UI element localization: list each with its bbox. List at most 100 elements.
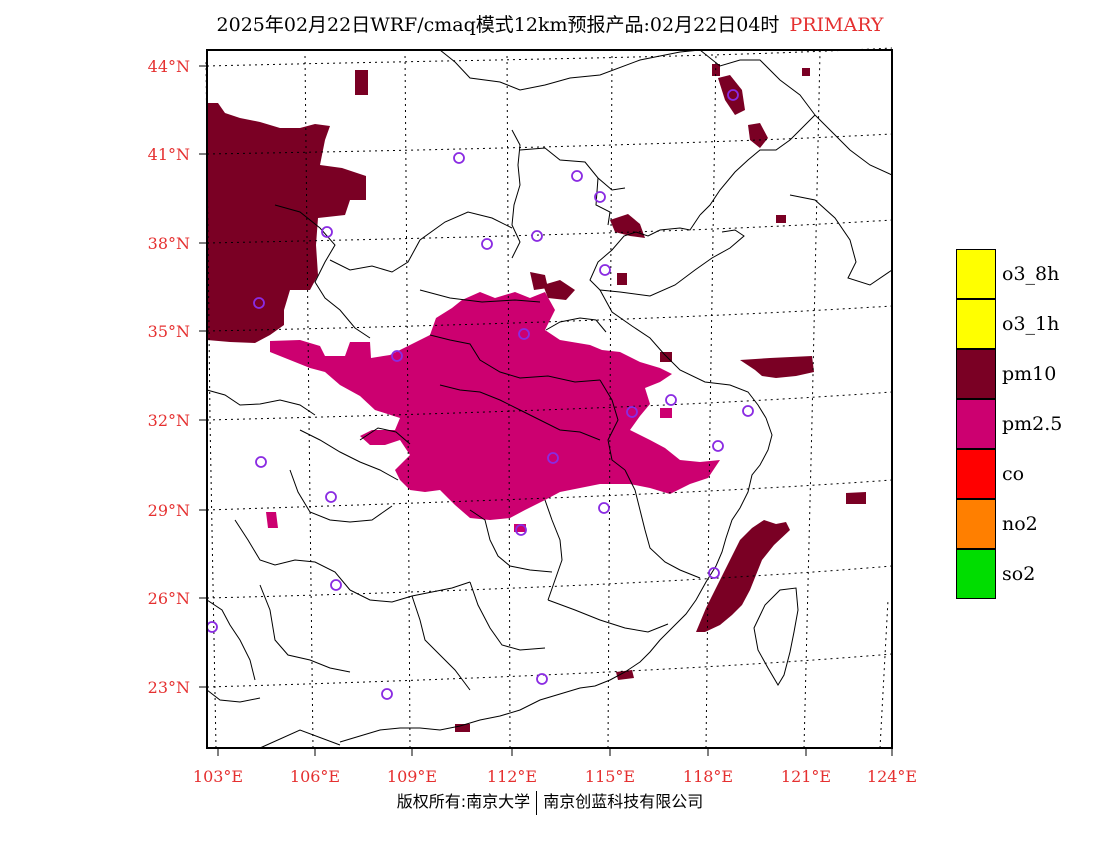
station-marker (665, 394, 677, 406)
pm10-area (748, 123, 768, 148)
boundary-line (429, 334, 601, 383)
copyright-left: 版权所有:南京大学 (396, 792, 531, 811)
pm10-area (776, 215, 786, 223)
pm10-area (802, 68, 810, 76)
legend-label: pm2.5 (1002, 413, 1063, 435)
station-marker (547, 452, 559, 464)
pm25-area (266, 512, 278, 528)
station-marker (515, 524, 527, 536)
boundary-line (206, 689, 261, 703)
lon-label: 121°E (781, 767, 831, 786)
boundary-line (329, 211, 513, 273)
boundary-line (699, 114, 816, 216)
boundary-line (234, 519, 351, 591)
boundary-line (699, 49, 816, 116)
station-marker (381, 688, 393, 700)
pm10-area (617, 273, 627, 285)
legend-label: no2 (1002, 513, 1038, 535)
lat-label: 38°N (148, 234, 190, 253)
pm10-area (696, 520, 790, 632)
station-marker (531, 230, 543, 242)
lon-label: 103°E (193, 767, 243, 786)
meridian-line (705, 51, 717, 749)
parallel-line (206, 133, 893, 155)
boundary-line (511, 129, 521, 259)
legend-label: so2 (1002, 563, 1036, 585)
lat-label: 23°N (148, 678, 190, 697)
legend-swatch (956, 449, 996, 499)
parallel-line (206, 305, 893, 332)
station-marker (481, 238, 493, 250)
pm10-area (543, 280, 575, 300)
lon-label: 124°E (867, 767, 917, 786)
station-marker (599, 264, 611, 276)
station-marker (536, 673, 548, 685)
boundary-line (753, 587, 799, 686)
meridian-line (506, 51, 511, 749)
meridian-line (803, 51, 821, 749)
station-marker (518, 328, 530, 340)
pm10-area (207, 103, 366, 343)
legend-item-co: co (956, 449, 1096, 499)
boundary-line (595, 177, 611, 226)
boundary-line (624, 469, 701, 579)
station-marker (255, 456, 267, 468)
lat-label: 29°N (148, 501, 190, 520)
pm10-area (846, 492, 866, 504)
lat-label: 41°N (148, 145, 190, 164)
primary-tag: PRIMARY (789, 14, 884, 36)
lon-label: 109°E (387, 767, 437, 786)
station-marker (253, 297, 265, 309)
parallel-line (206, 47, 893, 67)
legend-item-pm10: pm10 (956, 349, 1096, 399)
boundary-line (439, 384, 601, 441)
legend-item-no2: no2 (956, 499, 1096, 549)
boundary-line (206, 599, 256, 681)
pm10-area (530, 272, 548, 290)
legend-swatch (956, 549, 996, 599)
legend-item-pm25: pm2.5 (956, 399, 1096, 449)
pm25-area (660, 408, 672, 418)
station-marker (325, 491, 337, 503)
pm25-area (270, 292, 720, 520)
boundary-line (814, 114, 893, 176)
legend-item-o3-1h: o3_1h (956, 299, 1096, 349)
map-frame (206, 49, 893, 749)
meridian-line (607, 51, 613, 749)
parallel-line (206, 565, 893, 599)
pm10-area (718, 75, 745, 115)
boundary-line (359, 427, 411, 445)
copyright-footer: 版权所有:南京大学 南京创蓝科技有限公司 (0, 788, 1100, 815)
station-marker (708, 567, 720, 579)
parallel-line (206, 391, 893, 421)
boundary-line (259, 584, 351, 673)
boundary-line (599, 379, 626, 471)
lon-label: 118°E (683, 767, 733, 786)
title-text: 2025年02月22日WRF/cmaq模式12km预报产品:02月22日04时 (216, 14, 780, 36)
lat-label: 26°N (148, 589, 190, 608)
meridian-line (205, 59, 217, 749)
legend-swatch (956, 249, 996, 299)
boundary-line (349, 581, 471, 603)
station-marker (206, 621, 218, 633)
boundary-line (547, 599, 669, 633)
boundary-line (411, 595, 471, 691)
boundary-line (259, 729, 341, 749)
legend-swatch (956, 349, 996, 399)
lon-label: 106°E (290, 767, 340, 786)
station-marker (594, 191, 606, 203)
parallel-line (206, 479, 893, 511)
legend-label: o3_1h (1002, 313, 1060, 335)
legend-swatch (956, 299, 996, 349)
boundary-line (519, 147, 626, 191)
station-marker (712, 440, 724, 452)
meridian-line (304, 54, 314, 749)
chart-title: 2025年02月22日WRF/cmaq模式12km预报产品:02月22日04时 P… (0, 10, 1100, 37)
meridian-line (879, 599, 889, 749)
lon-label: 115°E (585, 767, 635, 786)
station-marker (727, 89, 739, 101)
station-marker (321, 226, 333, 238)
boundary-line (339, 417, 773, 743)
boundary-line (274, 204, 371, 339)
